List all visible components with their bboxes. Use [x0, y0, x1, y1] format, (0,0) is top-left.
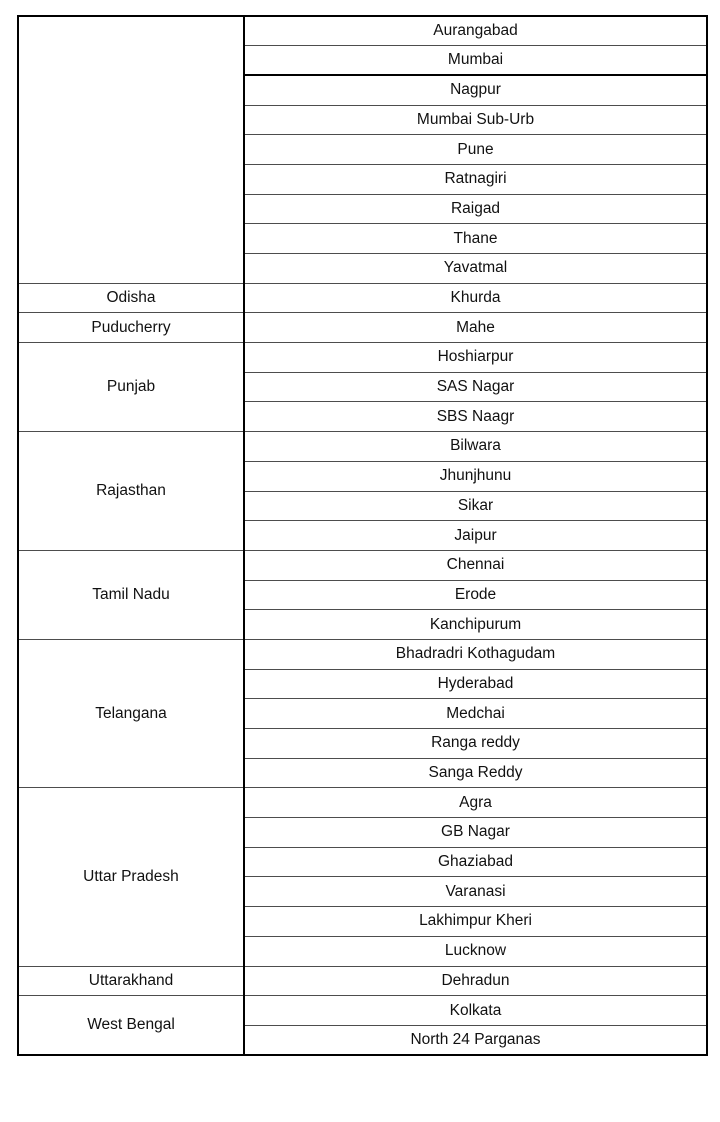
state-cell: Tamil Nadu: [17, 549, 245, 640]
state-cell: Rajasthan: [17, 431, 245, 551]
state-cell: Punjab: [17, 342, 245, 433]
state-district-table-body: Aurangabad Mumbai Nagpur Mumbai Sub-Urb Pune…: [17, 15, 708, 1056]
table-row: GB Nagar: [18, 817, 708, 848]
table-row: Uttarakhand Dehradun: [17, 965, 708, 997]
district-cell: Jaipur: [243, 520, 708, 551]
table-row: Puducherry Mahe: [17, 312, 708, 344]
district-cell: Yavatmal: [243, 253, 708, 284]
state-cell: West Bengal: [17, 995, 245, 1056]
district-cell: Lakhimpur Kheri: [243, 906, 708, 937]
table-row: Sikar: [18, 490, 708, 522]
district-cell: Lucknow: [243, 935, 708, 967]
table-row: Ratnagiri: [18, 163, 708, 195]
table-row: Lucknow: [18, 935, 708, 967]
table-row: Erode: [18, 579, 708, 611]
district-cell: Thane: [243, 223, 708, 254]
district-cell: Varanasi: [243, 876, 708, 908]
table-row: Telangana Bhadradri Kothagudam: [17, 638, 708, 789]
table-row: Odisha Khurda: [17, 282, 708, 314]
table-row: Jhunjhunu: [18, 460, 708, 492]
district-cell: GB Nagar: [243, 817, 708, 848]
table-row: North 24 Parganas: [18, 1024, 708, 1056]
state-cell: [17, 15, 245, 284]
state-cell: Puducherry: [17, 312, 245, 344]
table-row: Yavatmal: [18, 253, 708, 284]
district-cell: Jhunjhunu: [243, 460, 708, 492]
table-row: Varanasi: [18, 876, 708, 908]
table-row: Uttar Pradesh Agra: [17, 787, 708, 967]
table-row: SBS Naagr: [18, 401, 708, 433]
district-cell: Ghaziabad: [243, 846, 708, 878]
table-row: Medchai: [18, 698, 708, 729]
table-row: Thane: [18, 223, 708, 254]
district-cell: Sikar: [243, 490, 708, 522]
district-cell: North 24 Parganas: [243, 1024, 708, 1056]
district-cell: Nagpur: [243, 74, 708, 106]
table-row: Tamil Nadu Chennai: [17, 549, 708, 640]
district-cell: SBS Naagr: [243, 401, 708, 433]
district-cell: Sanga Reddy: [243, 757, 708, 789]
district-cell: Raigad: [243, 193, 708, 225]
table-row: Mumbai Sub-Urb: [18, 104, 708, 136]
district-cell: Mahe: [243, 312, 708, 344]
district-cell: Chennai: [243, 549, 708, 581]
district-cell: Mumbai: [243, 45, 708, 77]
table-row: Punjab Hoshiarpur: [17, 342, 708, 433]
district-cell: Aurangabad: [243, 15, 708, 47]
district-cell: Kolkata: [243, 995, 708, 1026]
table-row: Mumbai: [18, 45, 708, 77]
table-row: Raigad: [18, 193, 708, 225]
state-cell: Uttarakhand: [17, 965, 245, 997]
table-row: Kanchipurum: [18, 609, 708, 640]
district-cell: Agra: [243, 787, 708, 819]
district-cell: Bilwara: [243, 431, 708, 462]
table-row: Sanga Reddy: [18, 757, 708, 789]
state-cell: Telangana: [17, 638, 245, 789]
table-row: Ranga reddy: [18, 728, 708, 759]
table-row: Aurangabad: [17, 15, 708, 284]
district-cell: Mumbai Sub-Urb: [243, 104, 708, 136]
state-cell: Odisha: [17, 282, 245, 314]
district-cell: Kanchipurum: [243, 609, 708, 640]
table-row: Hyderabad: [18, 668, 708, 700]
state-district-table: Aurangabad Mumbai Nagpur Mumbai Sub-Urb Pune…: [17, 15, 708, 1057]
district-cell: Pune: [243, 134, 708, 165]
table-row: Rajasthan Bilwara: [17, 431, 708, 551]
district-cell: Hyderabad: [243, 668, 708, 700]
table-row: Jaipur: [18, 520, 708, 551]
district-cell: Ranga reddy: [243, 728, 708, 759]
state-cell: Uttar Pradesh: [17, 787, 245, 967]
table-row: Ghaziabad: [18, 846, 708, 878]
district-cell: Bhadradri Kothagudam: [243, 638, 708, 670]
district-cell: SAS Nagar: [243, 371, 708, 403]
district-cell: Dehradun: [243, 965, 708, 997]
district-cell: Ratnagiri: [243, 163, 708, 195]
table-row: Lakhimpur Kheri: [18, 906, 708, 937]
district-cell: Medchai: [243, 698, 708, 729]
district-cell: Hoshiarpur: [243, 342, 708, 373]
table-row: West Bengal Kolkata: [17, 995, 708, 1056]
table-row: SAS Nagar: [18, 371, 708, 403]
district-cell: Erode: [243, 579, 708, 611]
district-cell: Khurda: [243, 282, 708, 314]
table-row: Pune: [18, 134, 708, 165]
